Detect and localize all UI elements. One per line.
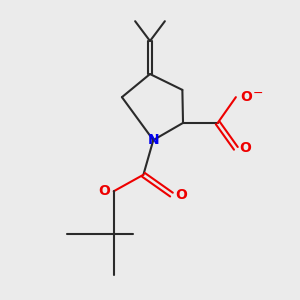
Text: O: O (240, 90, 252, 104)
Text: O: O (239, 141, 251, 155)
Text: O: O (98, 184, 110, 198)
Text: −: − (252, 87, 263, 101)
Text: O: O (176, 188, 187, 202)
Text: N: N (148, 133, 159, 147)
